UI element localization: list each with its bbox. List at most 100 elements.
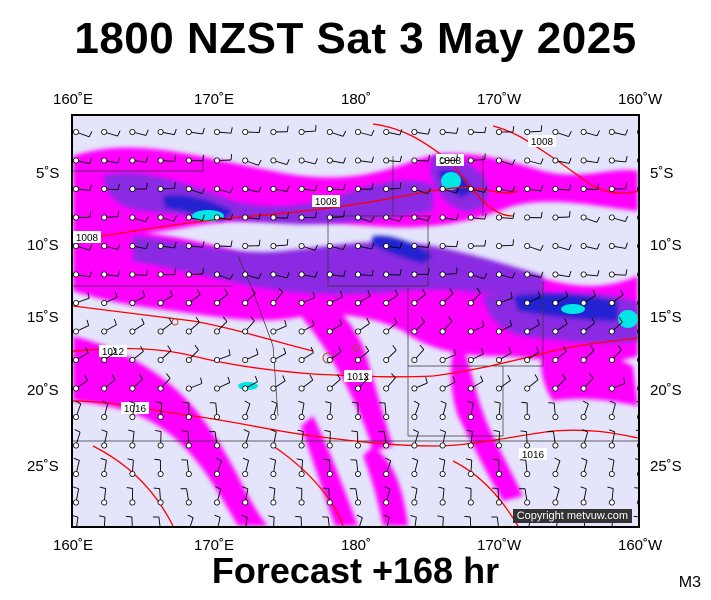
- bottom-lon-label-160w: 160˚W: [618, 537, 663, 554]
- wind-barb: [323, 458, 333, 477]
- wind-barb: [608, 269, 628, 278]
- wind-barb: [383, 317, 398, 335]
- wind-barb: [298, 184, 318, 193]
- forecast-map: 1008 1008 1008 1008 1012 1012: [71, 114, 640, 528]
- wind-barb: [467, 320, 485, 335]
- wind-barb: [467, 153, 486, 164]
- wind-barb: [354, 128, 375, 137]
- wind-barb: [438, 457, 446, 477]
- wind-barb: [213, 486, 222, 506]
- wind-barb: [495, 347, 512, 363]
- wind-barb: [383, 128, 403, 136]
- wind-barb: [524, 346, 540, 363]
- wind-barb: [129, 345, 144, 363]
- rain-streak-1: [268, 266, 393, 451]
- wind-barb: [129, 182, 148, 193]
- rain-patch-sw: [363, 446, 408, 526]
- wind-barb: [439, 400, 447, 420]
- wind-barb: [326, 374, 341, 392]
- wind-barb: [129, 373, 144, 392]
- wind-barb: [185, 289, 201, 306]
- wind-barb: [298, 157, 318, 165]
- wind-barb: [213, 316, 228, 335]
- wind-barb: [101, 210, 120, 221]
- svg-text:1012: 1012: [102, 347, 125, 358]
- wind-barb: [350, 459, 361, 477]
- wind-barb: [552, 128, 572, 137]
- wind-barb: [73, 457, 80, 477]
- wind-barb: [270, 429, 277, 449]
- wind-barb: [608, 429, 616, 449]
- right-lat-label-20s: 20˚S: [650, 382, 682, 399]
- wind-barb: [383, 155, 402, 164]
- wind-barb: [439, 154, 458, 164]
- wind-barb: [552, 486, 560, 506]
- wind-barb: [157, 214, 177, 222]
- wind-barb: [326, 128, 347, 137]
- wind-barb: [101, 157, 121, 164]
- wind-barb: [580, 345, 595, 363]
- wind-barb: [268, 515, 275, 526]
- wind-barb: [519, 459, 531, 477]
- wind-barb: [242, 213, 262, 221]
- wind-barb: [349, 488, 361, 506]
- top-lon-label-180: 180˚: [341, 91, 372, 108]
- wind-barb: [411, 186, 431, 195]
- isobar-1008-b: [492, 125, 638, 195]
- isobar-1008-a: [73, 186, 519, 242]
- wind-barb: [185, 186, 206, 194]
- wind-barb: [152, 516, 161, 526]
- wind-barb: [157, 155, 177, 164]
- forecast-hour-label: Forecast +168 hr: [211, 550, 500, 591]
- wind-barb: [242, 271, 262, 280]
- wind-barb: [411, 128, 431, 135]
- wind-barb: [100, 457, 108, 477]
- wind-barb: [637, 186, 638, 192]
- wind-barb: [129, 318, 145, 335]
- wind-barb: [580, 156, 600, 164]
- wind-barb: [637, 129, 638, 135]
- wind-barb: [580, 243, 600, 250]
- wind-barb: [213, 127, 233, 135]
- forecast-title: 1800 NZST Sat 3 May 2025: [74, 14, 637, 63]
- svg-text:1008: 1008: [531, 137, 554, 148]
- wind-barb: [467, 186, 488, 193]
- wind-barb: [383, 457, 392, 477]
- wind-barb: [213, 186, 234, 194]
- wind-barb: [637, 386, 638, 391]
- wind-barb: [552, 318, 568, 335]
- wind-barb: [298, 400, 305, 420]
- wind-barb: [494, 401, 502, 420]
- wind-barb: [608, 128, 629, 136]
- wind-barb: [439, 127, 459, 135]
- boundary-line-2: [327, 215, 429, 287]
- wind-barb: [465, 487, 474, 506]
- wind-barb: [298, 243, 318, 251]
- wind-barb: [378, 431, 390, 449]
- wind-barb: [439, 376, 456, 392]
- wind-barb: [524, 271, 544, 278]
- wind-barb: [467, 213, 487, 221]
- wind-barb: [101, 291, 118, 306]
- wind-barb: [608, 344, 622, 363]
- wind-barb: [608, 317, 623, 335]
- wind-barb: [270, 185, 290, 193]
- right-lat-label-25s: 25˚S: [650, 458, 682, 475]
- wind-barb: [213, 213, 234, 221]
- wind-barb: [438, 486, 446, 506]
- wind-barb: [519, 488, 531, 506]
- wind-barb: [185, 317, 200, 335]
- wind-barb: [637, 357, 638, 363]
- wind-barb: [521, 401, 531, 420]
- wind-barb: [354, 317, 370, 335]
- svg-text:1008: 1008: [76, 233, 99, 244]
- rain-streak-3: [450, 346, 523, 501]
- wind-barb: [270, 157, 290, 166]
- wind-barb: [495, 292, 513, 306]
- wind-barb: [354, 243, 375, 250]
- wind-barb: [157, 289, 173, 306]
- wind-barb: [552, 373, 567, 392]
- wind-barb: [524, 157, 544, 165]
- wind-barb: [524, 185, 544, 193]
- isobar-label-1008-a: 1008: [312, 195, 340, 208]
